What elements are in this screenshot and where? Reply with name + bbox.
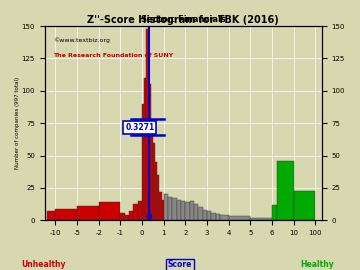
- Text: Sector: Financials: Sector: Financials: [141, 15, 226, 24]
- Bar: [181, 201, 185, 220]
- Bar: [153, 143, 155, 220]
- Bar: [144, 78, 147, 220]
- Bar: [177, 200, 181, 220]
- Bar: [55, 209, 77, 220]
- Bar: [125, 215, 129, 220]
- Bar: [147, 29, 149, 220]
- Bar: [129, 211, 134, 220]
- Bar: [172, 198, 177, 220]
- Bar: [120, 212, 125, 220]
- Bar: [190, 201, 194, 220]
- Text: ©www.textbiz.org: ©www.textbiz.org: [53, 38, 110, 43]
- Bar: [272, 205, 278, 220]
- Bar: [159, 192, 162, 220]
- Text: The Research Foundation of SUNY: The Research Foundation of SUNY: [53, 53, 173, 58]
- Bar: [278, 161, 294, 220]
- Bar: [47, 211, 55, 220]
- Bar: [168, 197, 172, 220]
- Bar: [142, 104, 144, 220]
- Bar: [203, 210, 207, 220]
- Bar: [99, 202, 120, 220]
- Bar: [185, 202, 190, 220]
- Bar: [229, 217, 250, 220]
- Bar: [294, 191, 315, 220]
- Bar: [211, 212, 216, 220]
- Text: 0.3271: 0.3271: [125, 123, 154, 131]
- Y-axis label: Number of companies (997 total): Number of companies (997 total): [15, 77, 20, 169]
- Bar: [220, 215, 229, 220]
- Bar: [77, 206, 99, 220]
- Bar: [155, 162, 157, 220]
- Text: Healthy: Healthy: [300, 260, 334, 269]
- Bar: [162, 200, 164, 220]
- Bar: [138, 201, 142, 220]
- Bar: [216, 214, 220, 220]
- Title: Z''-Score Histogram for TBK (2016): Z''-Score Histogram for TBK (2016): [87, 15, 279, 25]
- Bar: [149, 84, 151, 220]
- Text: Score: Score: [168, 260, 192, 269]
- Bar: [207, 211, 211, 220]
- Bar: [134, 204, 138, 220]
- Bar: [157, 175, 159, 220]
- Bar: [198, 207, 203, 220]
- Text: Unhealthy: Unhealthy: [21, 260, 66, 269]
- Bar: [194, 204, 198, 220]
- Bar: [164, 194, 168, 220]
- Bar: [250, 218, 272, 220]
- Bar: [151, 123, 153, 220]
